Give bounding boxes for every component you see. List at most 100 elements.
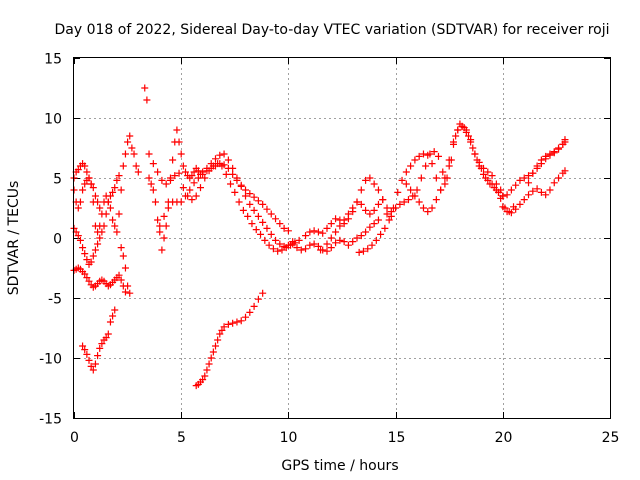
series-track-k [302,174,395,240]
data-point [372,236,380,244]
data-point [175,169,183,177]
data-point [222,170,230,178]
data-point [362,176,370,184]
data-point [430,148,438,156]
data-point [250,193,258,201]
data-point [126,132,134,140]
data-point [154,168,162,176]
data-point [190,168,198,176]
data-point [212,342,220,350]
data-point [434,152,442,160]
data-point [561,167,569,175]
series-track-f [141,84,297,254]
y-axis-label: SDTVAR / TECUs [6,181,22,296]
data-point [280,224,288,232]
data-point [488,172,496,180]
data-point [482,174,490,182]
data-point [81,346,89,354]
data-point [158,176,166,184]
data-point [145,174,153,182]
data-point [310,227,318,235]
data-point [411,192,419,200]
data-point [179,162,187,170]
data-point [284,227,292,235]
data-point [370,180,378,188]
data-point [512,205,520,213]
data-point [332,228,340,236]
data-point [102,334,110,342]
data-point [199,376,207,384]
data-point [214,336,222,344]
data-point [415,152,423,160]
data-point [190,179,198,187]
data-point [370,206,378,214]
data-point [323,247,331,255]
data-point [113,228,121,236]
data-point [220,150,228,158]
data-point [302,232,310,240]
data-point [106,204,114,212]
data-point [192,192,200,200]
data-point [357,232,365,240]
data-point [383,210,391,218]
data-point [113,176,121,184]
data-point [216,160,224,168]
data-point [119,162,127,170]
data-point [272,236,280,244]
series-track-b [70,264,129,296]
data-point [520,196,528,204]
data-point [246,200,254,208]
data-point [259,200,267,208]
data-point [166,176,174,184]
data-point [317,246,325,254]
data-point [471,150,479,158]
data-point [480,170,488,178]
data-point [310,240,318,248]
data-point [181,192,189,200]
data-point [196,184,204,192]
y-tick-label: 10 [44,112,62,128]
data-point [404,196,412,204]
data-point [147,180,155,188]
data-point [276,240,284,248]
chart-title: Day 018 of 2022, Sidereal Day-to-day VTE… [54,22,609,38]
data-point [237,181,245,189]
data-point [327,244,335,252]
data-point [212,155,220,163]
data-point [81,270,89,278]
x-tick-label: 20 [495,430,513,446]
data-point [89,198,97,206]
data-point [81,250,89,258]
data-point [169,156,177,164]
data-point [267,210,275,218]
data-point [79,186,87,194]
data-point [218,326,226,334]
data-point [220,323,228,331]
data-point [327,220,335,228]
data-point [314,228,322,236]
data-point [355,248,363,256]
data-point [340,216,348,224]
data-point [177,198,185,206]
data-point [109,188,117,196]
data-point [441,180,449,188]
data-point [83,256,91,264]
data-point [132,162,140,170]
data-point [449,138,457,146]
data-point [252,226,260,234]
data-point [121,264,129,272]
data-point [162,180,170,188]
data-point [201,174,209,182]
data-point [327,234,335,242]
data-point [96,234,104,242]
data-point [85,277,93,285]
data-point [332,215,340,223]
data-point [188,172,196,180]
data-point [475,158,483,166]
data-point [149,186,157,194]
data-point [115,210,123,218]
data-point [109,216,117,224]
data-point [209,348,217,356]
data-point [79,342,87,350]
